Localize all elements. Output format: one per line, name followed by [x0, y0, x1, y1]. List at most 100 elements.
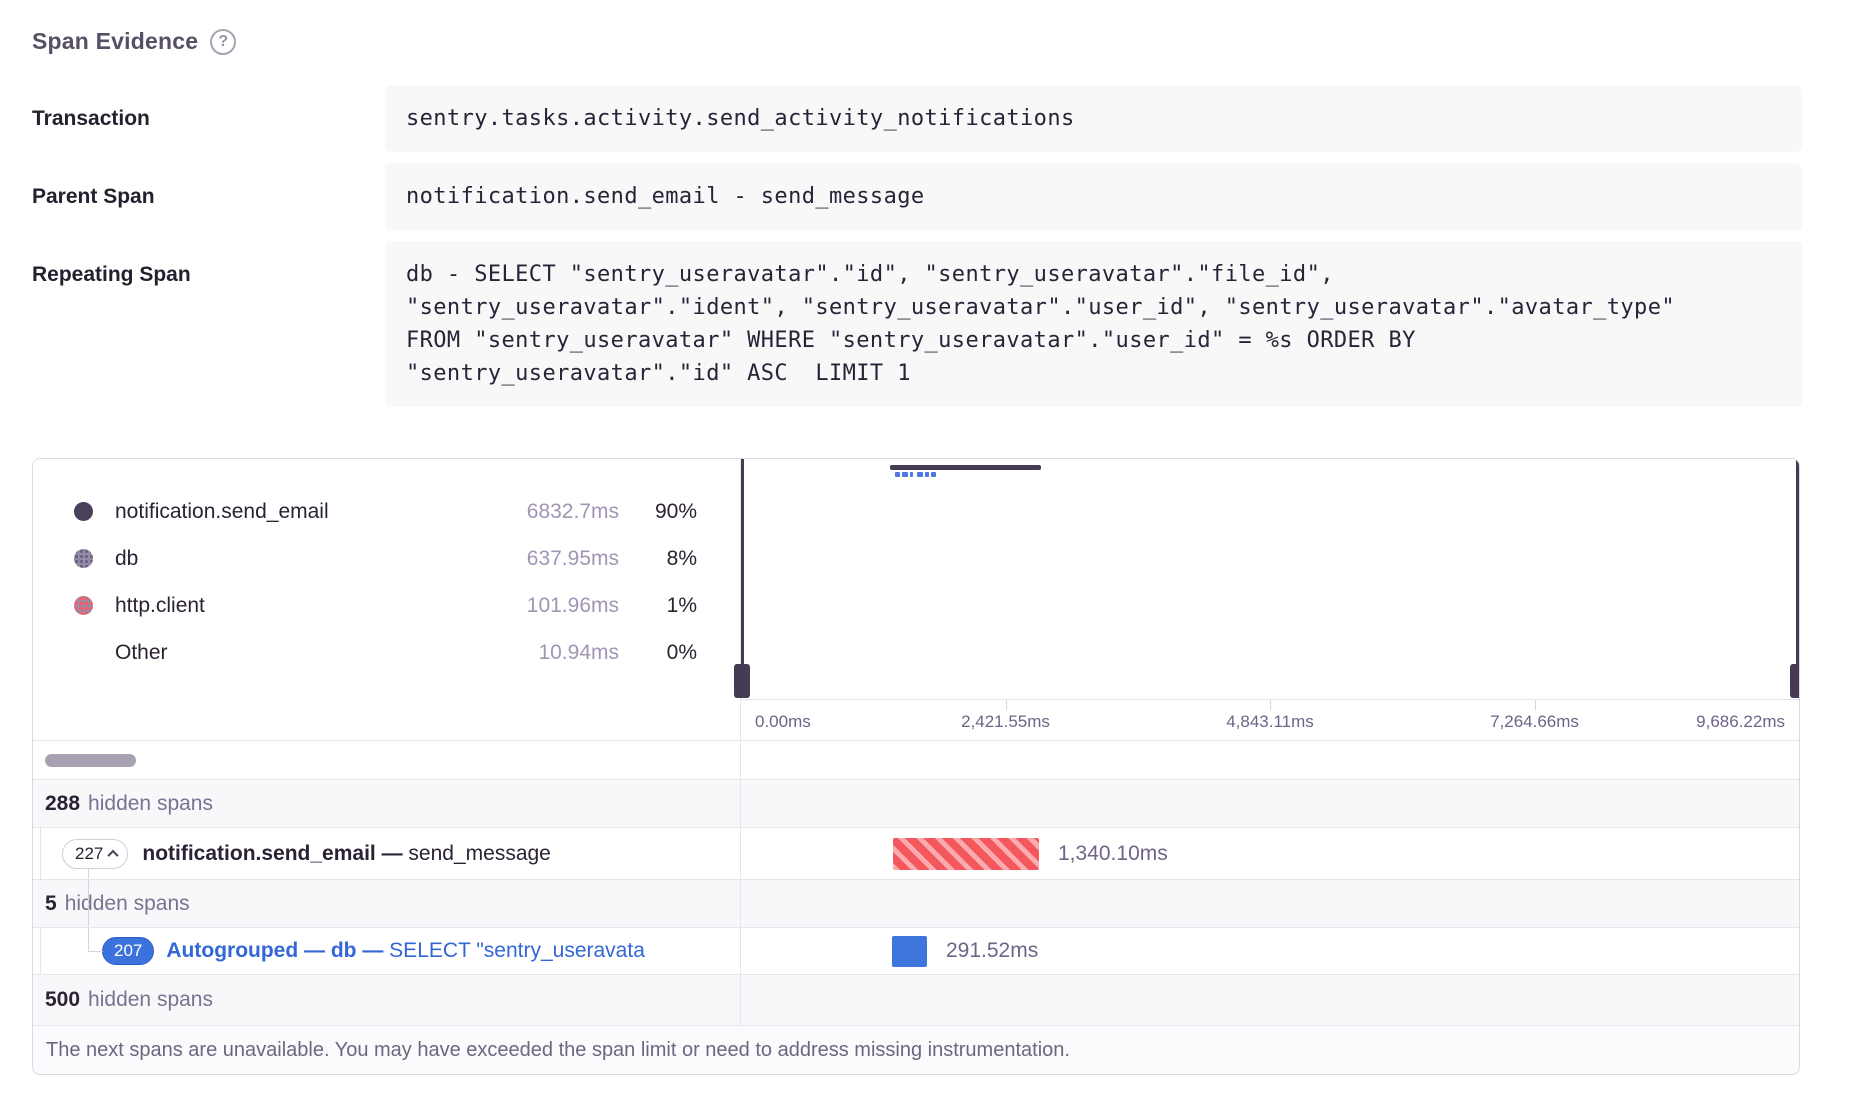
- span-group-toggle-227[interactable]: 227: [62, 838, 129, 869]
- legend-percent: 0%: [666, 640, 697, 664]
- hidden-spans-duration-cell: [741, 780, 1799, 827]
- hidden-text: hidden spans: [64, 891, 190, 915]
- minimap-db-span: [917, 472, 923, 477]
- span-count-badge: 227: [75, 843, 104, 863]
- axis-tick: [1270, 700, 1271, 710]
- span-limit-message-row: The next spans are unavailable. You may …: [33, 1026, 1799, 1074]
- minimap-right-handle[interactable]: [1790, 664, 1799, 698]
- span-duration-label: 291.52ms: [946, 939, 1039, 962]
- axis-label-4: 9,686.22ms: [1696, 712, 1785, 731]
- hidden-text: hidden spans: [88, 791, 213, 815]
- span-duration-bar-offender[interactable]: [893, 837, 1039, 870]
- legend-percent: 1%: [666, 593, 697, 617]
- evidence-row-parent-span: Parent Span notification.send_email - se…: [32, 163, 1802, 230]
- evidence-row-repeating-span: Repeating Span db - SELECT "sentry_usera…: [32, 241, 1802, 407]
- span-row-duration-cell: 1,340.10ms: [741, 828, 1799, 879]
- chevron-up-icon: [107, 849, 120, 861]
- span-tree-header: notification.send_email 6832.7ms 90% db …: [33, 459, 1799, 741]
- legend-duration: 6832.7ms: [526, 499, 619, 523]
- parent-span-value: notification.send_email - send_message: [385, 163, 1802, 230]
- legend-dot-http-client: [74, 596, 93, 615]
- span-row-title-cell: 227 notification.send_email — send_messa…: [33, 828, 741, 879]
- hidden-spans-row-288: 288 hidden spans: [33, 780, 1799, 828]
- span-description: send_message: [402, 841, 551, 865]
- tree-connector: [88, 951, 103, 952]
- legend-dot-db: [74, 549, 93, 568]
- span-row-title-cell: 207 Autogrouped — db — SELECT "sentry_us…: [33, 928, 741, 974]
- span-evidence-page: Span Evidence ? Transaction sentry.tasks…: [32, 28, 1852, 1075]
- legend-percent: 90%: [654, 499, 697, 523]
- repeating-span-value: db - SELECT "sentry_useravatar"."id", "s…: [385, 241, 1802, 407]
- span-row-send-email: 227 notification.send_email — send_messa…: [33, 828, 1799, 880]
- hidden-count: 500: [45, 988, 81, 1011]
- scrollbar-row-spacer: [741, 741, 1799, 779]
- minimap-db-span: [895, 472, 900, 477]
- scrollbar-track: [33, 741, 741, 779]
- tree-indent-guide: [40, 928, 41, 974]
- span-duration-label: 1,340.10ms: [1058, 841, 1168, 865]
- time-axis: 0.00ms 2,421.55ms 4,843.11ms 7,264.66ms …: [741, 699, 1799, 740]
- minimap-right-handle-line: [1796, 459, 1799, 664]
- span-row-autogrouped: 207 Autogrouped — db — SELECT "sentry_us…: [33, 928, 1799, 975]
- minimap-parent-span-bar: [890, 465, 1041, 470]
- legend-name: http.client: [115, 593, 205, 617]
- page-title: Span Evidence: [32, 28, 199, 54]
- legend-dot-send-email: [74, 502, 93, 521]
- span-duration-bar[interactable]: [892, 935, 927, 967]
- legend-row-db: db 637.95ms 8%: [33, 535, 740, 582]
- axis-tick: [1534, 700, 1536, 710]
- axis-label-3: 7,264.66ms: [1490, 712, 1579, 731]
- hidden-spans-row-500: 500 hidden spans: [33, 975, 1799, 1026]
- tree-connector: [88, 868, 89, 879]
- hidden-count: 5: [45, 891, 57, 915]
- hidden-spans-duration-cell: [741, 880, 1799, 927]
- minimap-db-span: [931, 472, 936, 477]
- tree-scrollbar-row: [33, 741, 1799, 780]
- axis-tick: [1005, 700, 1007, 710]
- hidden-spans-label: 5 hidden spans: [33, 880, 741, 927]
- span-tree-panel: notification.send_email 6832.7ms 90% db …: [32, 458, 1800, 1075]
- parent-span-label: Parent Span: [32, 184, 155, 208]
- hidden-spans-label: 500 hidden spans: [33, 975, 741, 1025]
- legend-name: notification.send_email: [115, 499, 329, 523]
- span-op: Autogrouped — db —: [166, 939, 384, 962]
- evidence-table: Transaction sentry.tasks.activity.send_a…: [32, 85, 1802, 407]
- span-count-badge: 207: [114, 941, 143, 960]
- transaction-value: sentry.tasks.activity.send_activity_noti…: [385, 85, 1802, 152]
- axis-label-0: 0.00ms: [755, 712, 811, 731]
- legend-row-http-client: http.client 101.96ms 1%: [33, 582, 740, 629]
- span-description: SELECT "sentry_useravata: [383, 939, 645, 962]
- tree-indent-guide: [40, 828, 41, 879]
- transaction-label: Transaction: [32, 106, 150, 130]
- tree-connector: [88, 928, 89, 952]
- op-breakdown-legend: notification.send_email 6832.7ms 90% db …: [33, 459, 741, 740]
- section-header: Span Evidence ?: [32, 28, 1852, 55]
- legend-row-send-email: notification.send_email 6832.7ms 90%: [33, 488, 740, 535]
- repeating-span-label: Repeating Span: [32, 263, 191, 286]
- minimap-left-handle[interactable]: [734, 664, 750, 698]
- help-icon[interactable]: ?: [210, 28, 237, 55]
- autogroup-span-title[interactable]: Autogrouped — db — SELECT "sentry_userav…: [166, 939, 645, 963]
- hidden-spans-label: 288 hidden spans: [33, 780, 741, 827]
- evidence-row-transaction: Transaction sentry.tasks.activity.send_a…: [32, 85, 1802, 152]
- span-row-duration-cell: 291.52ms: [741, 928, 1799, 974]
- minimap-db-span: [910, 472, 913, 477]
- legend-row-other: Other 10.94ms 0%: [33, 629, 740, 676]
- autogroup-toggle-207[interactable]: 207: [102, 937, 155, 965]
- hidden-text: hidden spans: [88, 988, 213, 1011]
- scrollbar-thumb[interactable]: [45, 753, 136, 767]
- legend-duration: 101.96ms: [526, 593, 619, 617]
- legend-name: Other: [115, 640, 168, 664]
- trace-minimap[interactable]: 0.00ms 2,421.55ms 4,843.11ms 7,264.66ms …: [734, 459, 1799, 740]
- tree-connector: [88, 880, 89, 927]
- legend-duration: 10.94ms: [538, 640, 619, 664]
- legend-duration: 637.95ms: [526, 546, 619, 570]
- span-title[interactable]: notification.send_email — send_message: [142, 842, 550, 866]
- minimap-db-span: [925, 472, 929, 477]
- hidden-spans-duration-cell: [741, 975, 1799, 1025]
- minimap-left-handle-line: [741, 459, 744, 664]
- hidden-count: 288: [45, 791, 81, 815]
- axis-label-2: 4,843.11ms: [1226, 712, 1314, 731]
- span-op: notification.send_email —: [142, 841, 403, 865]
- legend-percent: 8%: [666, 546, 697, 570]
